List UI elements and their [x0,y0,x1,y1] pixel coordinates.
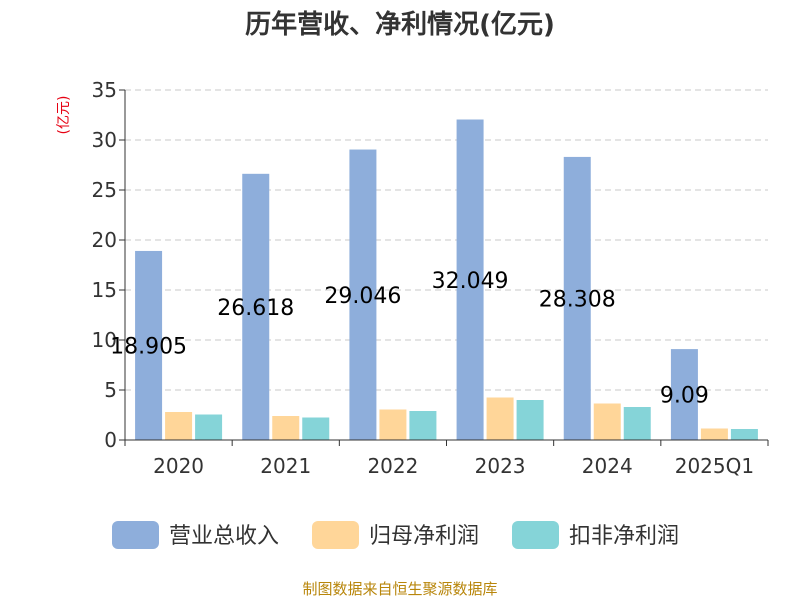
legend-label: 归母净利润 [369,524,479,549]
bar [730,429,758,440]
x-tick-label: 2021 [260,454,311,478]
x-tick-label: 2020 [153,454,204,478]
bar [486,397,514,440]
legend-swatch [512,521,559,549]
bar [195,414,223,440]
gridlines [125,89,768,391]
bar [563,156,591,441]
legend-label: 扣非净利润 [569,524,679,549]
data-label: 32.049 [432,269,509,294]
y-tick-label: 15 [92,278,117,302]
y-tick-label: 30 [92,128,117,152]
source-note: 制图数据来自恒生聚源数据库 [302,580,497,598]
bar [242,173,270,440]
chart-title: 历年营收、净利情况(亿元) [245,9,555,40]
bar [623,407,651,440]
y-tick-label: 20 [92,228,117,252]
y-tick-label: 25 [92,178,117,202]
bar [302,417,330,440]
y-tick-label: 5 [104,378,117,402]
bar [165,412,193,440]
y-axis-label: (亿元) [56,96,72,135]
data-label: 9.09 [660,384,709,409]
y-tick-label: 35 [92,78,117,102]
data-label: 28.308 [539,287,616,312]
y-tick-label: 10 [92,328,117,352]
axes: 0 5 10 15 20 25 30 35 2020 2021 2022 2023 2024 2025Q1 [92,78,769,478]
data-label: 29.046 [324,284,401,309]
legend-swatch [112,521,159,549]
x-tick-label: 2024 [582,454,633,478]
data-label: 26.618 [217,296,294,321]
bar [135,250,163,440]
x-tick-label: 2022 [367,454,418,478]
legend-label: 营业总收入 [169,524,279,549]
legend-swatch [312,521,359,549]
bar [516,400,544,440]
x-tick-label: 2023 [475,454,526,478]
bar [272,416,300,440]
bar [593,403,621,440]
legend: 营业总收入 归母净利润 扣非净利润 [112,521,679,549]
bars [135,119,758,441]
bar [700,428,728,440]
y-tick-label: 0 [104,428,117,452]
bar [670,349,698,440]
bar [379,409,407,440]
bar [456,119,484,440]
bar [409,411,437,440]
x-tick-label: 2025Q1 [675,454,754,478]
data-label: 18.905 [110,334,187,359]
data-labels: 18.905 26.618 29.046 32.049 28.308 9.09 [110,269,709,409]
bar [349,149,377,441]
